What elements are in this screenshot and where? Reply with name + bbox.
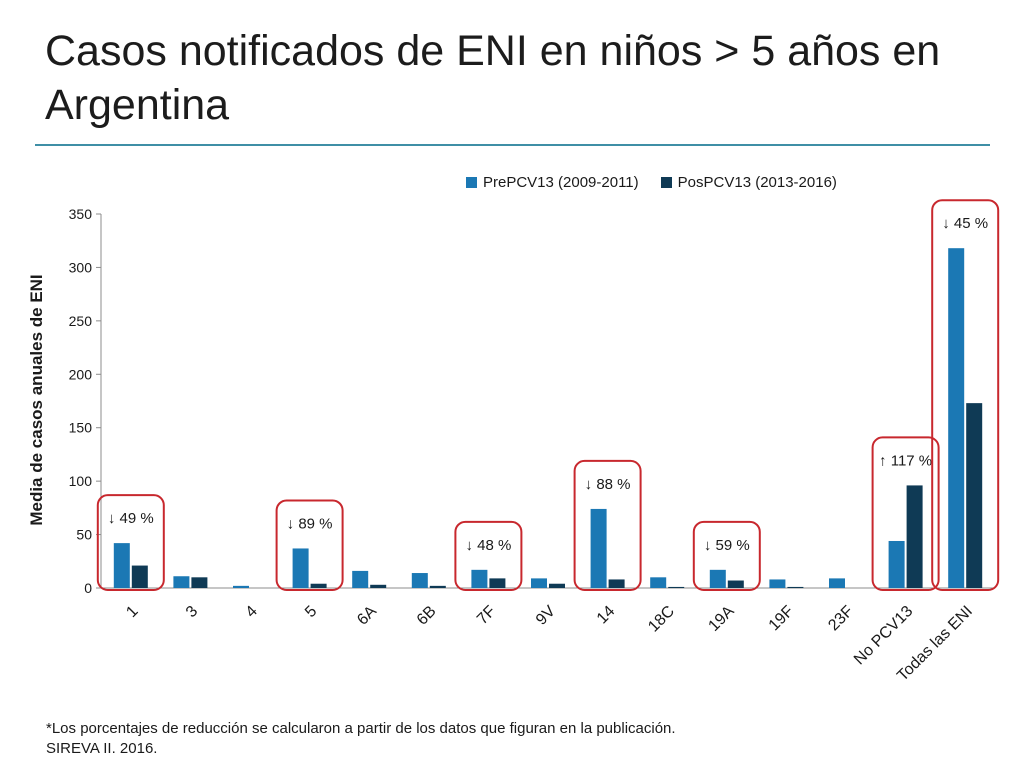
footnote-line-1: *Los porcentajes de reducción se calcula… — [46, 720, 676, 737]
x-tick-label: 19F — [766, 603, 798, 635]
annotation-label: ↑ 117 % — [879, 452, 932, 469]
bar-pos-no-pcv13 — [906, 485, 923, 588]
annotation-box — [573, 459, 642, 591]
bar-pre-1 — [113, 543, 130, 588]
x-tick-label: No PCV13 — [851, 603, 917, 669]
x-tick-label: 18C — [645, 603, 678, 636]
page-title: Casos notificados de ENI en niños > 5 añ… — [45, 27, 941, 129]
legend-item-pre: PrePCV13 (2009-2011) — [466, 174, 639, 191]
bar-pre-14 — [590, 508, 607, 588]
legend-label-pos: PosPCV13 (2013-2016) — [677, 174, 837, 191]
bar-pos-18c — [668, 586, 685, 588]
annotation-box — [96, 494, 165, 591]
footnote-line-2: SIREVA II. 2016. — [46, 740, 158, 757]
x-tick-label: 6B — [414, 603, 440, 629]
x-tick-label: 6A — [354, 603, 380, 629]
bar-pos-19f — [787, 586, 804, 588]
annotation-label: ↓ 89 % — [287, 515, 333, 532]
bar-pre-9v — [531, 578, 547, 588]
bar-pre-3 — [173, 576, 190, 588]
title-divider — [35, 144, 990, 146]
x-tick-label: 19A — [705, 603, 737, 635]
bar-pre-23f — [829, 578, 845, 588]
y-tick-label: 250 — [69, 313, 93, 329]
x-tick-label: 23F — [825, 603, 857, 635]
y-tick-label: 350 — [69, 206, 93, 222]
x-tick-label: 4 — [243, 603, 261, 621]
footnote: *Los porcentajes de reducción se calcula… — [46, 719, 676, 759]
bar-pre-4 — [233, 585, 249, 588]
y-tick-label: 50 — [76, 527, 92, 543]
annotation-label: ↓ 88 % — [585, 476, 631, 493]
y-tick-label: 0 — [84, 580, 92, 596]
annotation-label: ↓ 48 % — [465, 537, 511, 554]
bar-pre-19a — [709, 569, 726, 588]
bar-pos-7f — [489, 578, 506, 588]
bar-pre-6b — [411, 573, 428, 588]
annotation-label: ↓ 45 % — [942, 215, 988, 232]
y-tick-label: 200 — [69, 366, 93, 382]
x-tick-label: 7F — [474, 603, 499, 628]
x-tick-label: 5 — [302, 603, 320, 621]
bar-pre-18c — [650, 577, 667, 588]
annotation-box — [275, 499, 344, 591]
bar-pos-5 — [310, 583, 327, 588]
bar-pos-3 — [191, 577, 208, 588]
bar-pos-todas-las-eni — [966, 403, 983, 588]
legend-label-pre: PrePCV13 (2009-2011) — [483, 174, 639, 191]
legend-swatch-pre — [466, 177, 477, 188]
annotation-box — [871, 436, 940, 591]
bar-pos-6a — [370, 584, 387, 588]
bar-pos-9v — [549, 583, 565, 588]
y-tick-label: 300 — [69, 259, 93, 275]
bar-pre-6a — [352, 570, 369, 588]
bar-pre-no-pcv13 — [888, 540, 905, 588]
y-tick-label: 150 — [69, 420, 93, 436]
bar-pre-7f — [471, 569, 488, 588]
annotation-box — [692, 520, 761, 591]
bar-pre-todas-las-eni — [948, 248, 965, 589]
annotation-label: ↓ 49 % — [108, 510, 154, 527]
x-tick-label: 1 — [123, 603, 141, 621]
bar-pre-19f — [769, 579, 786, 588]
x-tick-label: 14 — [594, 603, 619, 628]
legend-swatch-pos — [660, 177, 672, 188]
bar-pos-14 — [608, 579, 625, 588]
bar-pos-19a — [727, 580, 744, 588]
bar-pre-5 — [292, 548, 309, 588]
y-tick-label: 100 — [69, 473, 93, 489]
bar-pos-1 — [131, 565, 148, 588]
bar-pos-6b — [429, 585, 446, 588]
x-tick-label: 9V — [533, 603, 559, 629]
annotation-box — [454, 520, 523, 591]
x-tick-label: 3 — [183, 603, 201, 621]
chart-legend: PrePCV13 (2009-2011) PosPCV13 (2013-2016… — [466, 174, 837, 191]
legend-item-pos: PosPCV13 (2013-2016) — [660, 174, 837, 191]
annotation-label: ↓ 59 % — [704, 537, 750, 554]
annotation-box — [931, 199, 1000, 592]
